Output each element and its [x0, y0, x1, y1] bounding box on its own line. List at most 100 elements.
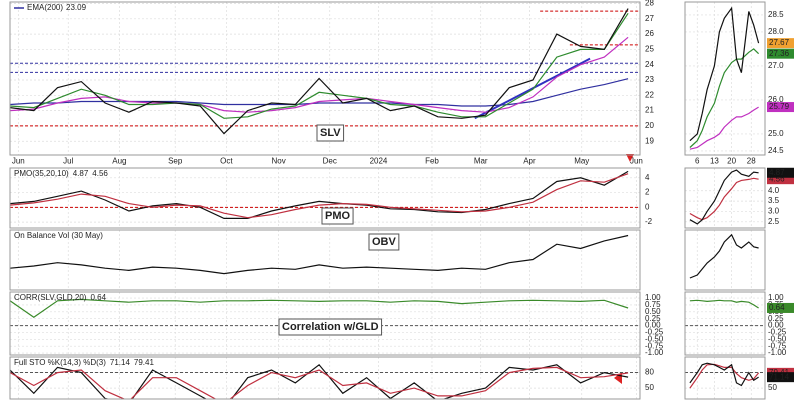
- y-tick-label: 0.50: [645, 307, 661, 316]
- y-tick-label: 4: [645, 173, 650, 182]
- y-tick-label: 50: [645, 383, 654, 392]
- x-tick-label: Oct: [220, 157, 233, 166]
- series-line: [689, 169, 759, 225]
- x-tick-label: Mar: [474, 157, 488, 166]
- panel-frame: [684, 291, 766, 356]
- x-tick-label: Dec: [323, 157, 337, 166]
- y-tick-label: 28.0: [768, 27, 784, 36]
- series-line: [689, 363, 760, 389]
- x-tick-label: 13: [710, 157, 719, 166]
- legend-value: 0.64: [90, 293, 106, 302]
- series-line: [689, 6, 760, 142]
- panel-frame: [9, 229, 641, 291]
- panel-title: CORR(SLV,GLD,20): [14, 293, 87, 302]
- series-line: [10, 12, 629, 119]
- y-tick-label: -0.75: [768, 341, 787, 350]
- y-tick-label: 80: [645, 368, 654, 377]
- y-tick-label: 3.0: [768, 207, 780, 216]
- x-tick-label: 28: [747, 157, 756, 166]
- legend-value: 4.87: [73, 169, 89, 178]
- y-tick-label: 0.00: [768, 321, 784, 330]
- y-tick-label: 19: [645, 136, 654, 145]
- panel-frame: [684, 1, 766, 156]
- panel-frame: [684, 167, 766, 229]
- value-box-label: 27.67: [769, 38, 790, 47]
- x-tick-label: Jun: [12, 157, 25, 166]
- y-tick-label: 0.25: [768, 314, 784, 323]
- legend-value: 4.56: [92, 169, 108, 178]
- value-box: [767, 38, 794, 49]
- value-box: [767, 167, 794, 178]
- y-tick-label: 21: [645, 106, 654, 115]
- y-tick-label: 0.00: [645, 321, 661, 330]
- y-tick-label: 2: [645, 188, 650, 197]
- series-line: [689, 299, 759, 309]
- y-tick-label: 25.0: [768, 129, 784, 138]
- series-line: [689, 106, 759, 150]
- legend-value: 23.09: [66, 3, 87, 12]
- panel-title: Full STO %K(14,3) %D(3): [14, 358, 106, 367]
- x-tick-label: Apr: [523, 157, 536, 166]
- y-tick-label: 2.5: [768, 217, 780, 226]
- annotation-box: [316, 124, 345, 142]
- panel-frame: [9, 291, 641, 356]
- y-tick-label: 3.5: [768, 196, 780, 205]
- x-tick-label: Nov: [272, 157, 286, 166]
- legend-label: EMA(200): [27, 3, 63, 12]
- panel-frame: [9, 1, 641, 156]
- y-tick-label: 25: [645, 45, 654, 54]
- y-tick-label: -1.00: [768, 348, 787, 357]
- legend-value: 79.41: [134, 358, 155, 367]
- annotation: OBV: [372, 236, 397, 248]
- annotation: Correlation w/GLD: [282, 321, 379, 333]
- x-tick-label: 6: [695, 157, 700, 166]
- series-line: [10, 170, 629, 219]
- y-tick-label: 0.75: [645, 300, 661, 309]
- panel-frame: [684, 356, 766, 400]
- y-tick-label: -0.75: [645, 341, 664, 350]
- panel-frame: [9, 356, 641, 400]
- series-line: [10, 363, 629, 399]
- series-line: [10, 78, 629, 107]
- y-tick-label: -1.00: [645, 348, 664, 357]
- x-tick-label: Aug: [112, 157, 126, 166]
- panel-frame: [9, 167, 641, 229]
- y-tick-label: 27.0: [768, 61, 784, 70]
- x-tick-label: Jul: [63, 157, 73, 166]
- value-box-label: 4.87: [769, 168, 785, 177]
- value-box-label: 71.14: [769, 372, 790, 381]
- series-line: [10, 234, 629, 275]
- value-box-label: 0.64: [769, 303, 785, 312]
- annotation-box: [278, 318, 383, 336]
- x-tick-label: Jun: [630, 157, 643, 166]
- value-box: [767, 48, 794, 59]
- y-tick-label: -0.50: [768, 334, 787, 343]
- x-tick-label: Feb: [425, 157, 439, 166]
- panel-title: On Balance Vol (30 May): [14, 231, 103, 240]
- value-box: [767, 372, 794, 383]
- y-tick-label: 26.0: [768, 95, 784, 104]
- series-line: [10, 366, 629, 399]
- y-tick-label: 26: [645, 29, 654, 38]
- y-tick-label: -0.25: [768, 328, 787, 337]
- legend-value: 71.14: [110, 358, 131, 367]
- series-line: [689, 233, 759, 279]
- x-tick-label: 2024: [370, 157, 388, 166]
- series-line: [10, 298, 629, 319]
- value-box-label: 4.56: [769, 174, 785, 183]
- y-tick-label: 0.25: [645, 314, 661, 323]
- y-tick-label: 0: [645, 202, 650, 211]
- y-tick-label: 22: [645, 90, 654, 99]
- series-line: [10, 173, 629, 219]
- trend-line: [474, 57, 591, 120]
- y-tick-label: -2: [645, 217, 653, 226]
- y-tick-label: 1.00: [768, 293, 784, 302]
- y-tick-label: 23: [645, 75, 654, 84]
- y-tick-label: 24: [645, 60, 654, 69]
- y-tick-label: -0.50: [645, 334, 664, 343]
- series-line: [10, 8, 629, 135]
- value-box: [767, 174, 794, 185]
- value-box: [767, 102, 794, 113]
- panel-frame: [684, 229, 766, 291]
